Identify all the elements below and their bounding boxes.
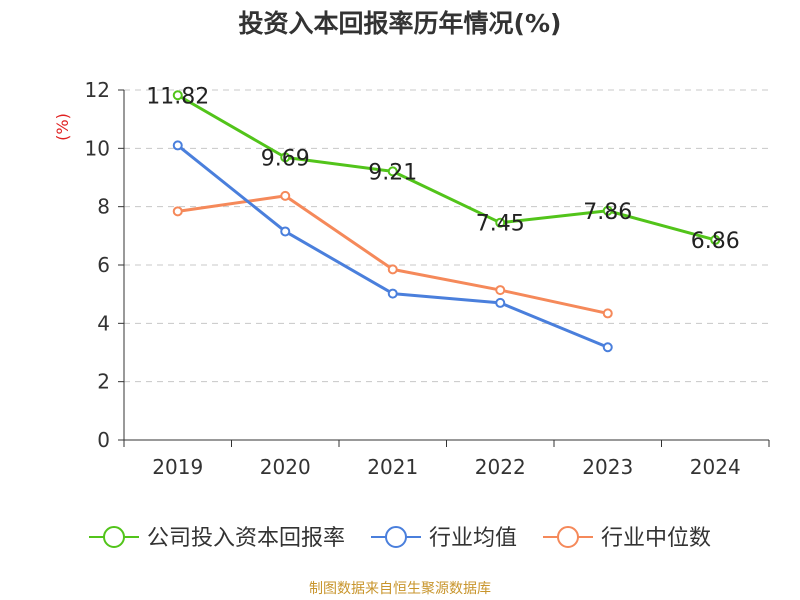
data-point[interactable] (280, 226, 291, 237)
legend-marker (103, 526, 125, 548)
data-point[interactable] (387, 288, 398, 299)
axes: 0 2 4 6 8 10 12 2019 2020 2021 2022 2023 2024 (%) (53, 78, 770, 479)
source-note: 制图数据来自恒生聚源数据库 (309, 581, 491, 597)
data-point[interactable] (710, 234, 721, 245)
y-tick-label: 0 (97, 428, 110, 452)
y-tick-label: 6 (97, 253, 110, 277)
data-point[interactable] (172, 206, 183, 217)
data-point[interactable] (602, 205, 613, 216)
gridlines (124, 89, 769, 383)
data-labels: 11.82 9.69 9.21 7.45 7.86 6.86 (146, 84, 739, 254)
x-tick-label: 2020 (260, 455, 311, 479)
legend-item-2[interactable]: 行业中位数 (543, 526, 711, 551)
y-axis-label: (%) (53, 113, 72, 141)
data-label: 7.45 (476, 212, 525, 237)
legend-marker (557, 526, 579, 548)
data-point[interactable] (495, 217, 506, 228)
y-tick-label: 10 (85, 136, 110, 160)
data-point[interactable] (602, 308, 613, 319)
data-label: 9.69 (261, 146, 310, 171)
x-tick-label: 2019 (152, 455, 203, 479)
data-point[interactable] (280, 152, 291, 163)
series-1 (172, 140, 613, 353)
data-label: 9.21 (368, 160, 417, 185)
series-line (176, 93, 716, 242)
x-tick-label: 2024 (690, 455, 741, 479)
x-tick-label: 2022 (475, 455, 526, 479)
data-point[interactable] (495, 297, 506, 308)
legend-label: 行业中位数 (601, 526, 711, 551)
x-tick-label: 2021 (367, 455, 418, 479)
y-tick-label: 4 (97, 311, 110, 335)
data-point[interactable] (387, 264, 398, 275)
y-tick-label: 12 (85, 78, 110, 102)
data-point[interactable] (495, 285, 506, 296)
y-tick-label: 8 (97, 195, 110, 219)
legend-label: 公司投入资本回报率 (147, 526, 345, 551)
legend-item-1[interactable]: 行业均值 (371, 526, 517, 551)
legend[interactable]: 公司投入资本回报率 行业均值 行业中位数 (89, 526, 711, 551)
x-tick-label: 2023 (582, 455, 633, 479)
data-label: 7.86 (583, 200, 632, 225)
series-0 (172, 90, 721, 245)
y-tick-label: 2 (97, 370, 110, 394)
data-point[interactable] (602, 342, 613, 353)
legend-marker (385, 526, 407, 548)
series (172, 90, 721, 353)
data-point[interactable] (387, 166, 398, 177)
data-label: 6.86 (691, 229, 740, 254)
legend-label: 行业均值 (429, 526, 517, 551)
chart-title: 投资入本回报率历年情况(%) (238, 9, 562, 38)
data-label: 11.82 (146, 84, 209, 109)
data-point[interactable] (280, 190, 291, 201)
data-point[interactable] (172, 90, 183, 101)
series-2 (172, 190, 613, 319)
data-point[interactable] (172, 140, 183, 151)
legend-item-0[interactable]: 公司投入资本回报率 (89, 526, 345, 551)
